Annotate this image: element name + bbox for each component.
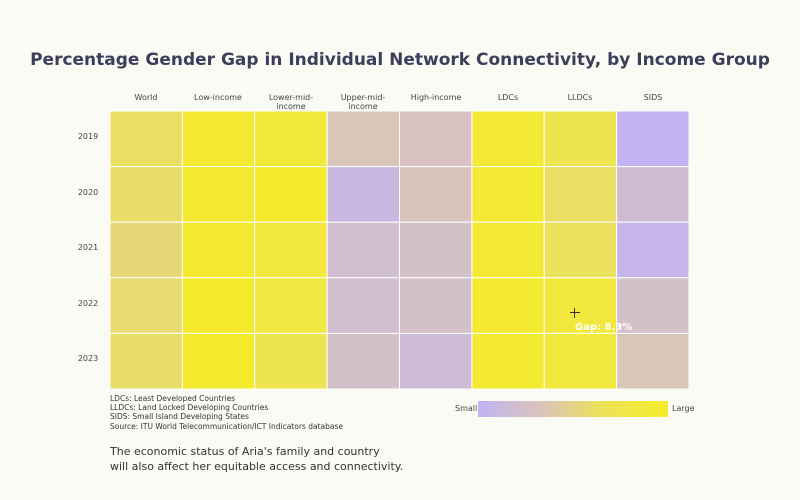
heatmap-cell-2020-high-income[interactable]: [399, 166, 473, 223]
heatmap-cell-2021-world[interactable]: [110, 221, 183, 279]
heatmap-cell-2022-lower-mid-income[interactable]: [254, 277, 328, 334]
crosshair-cursor-icon: [570, 308, 580, 318]
heatmap-cell-2020-lower-mid-income[interactable]: [254, 166, 328, 223]
column-label-high-income: High-income: [410, 93, 462, 102]
heatmap-cell-2021-low-income[interactable]: [181, 221, 256, 279]
heatmap-cell-2022-high-income[interactable]: [399, 277, 473, 334]
row-label-2021: 2021: [77, 243, 99, 252]
heatmap-cell-2019-low-income[interactable]: [181, 111, 256, 168]
row-label-2023: 2023: [77, 354, 99, 363]
heatmap-cell-2019-lldcs[interactable]: [543, 111, 618, 168]
heatmap-cell-2020-ldcs[interactable]: [471, 166, 545, 223]
heatmap-cell-2021-high-income[interactable]: [399, 221, 473, 279]
heatmap-cell-2020-world[interactable]: [110, 166, 183, 223]
legend-max-label: Large: [672, 404, 695, 413]
heatmap-cell-2023-high-income[interactable]: [399, 332, 473, 389]
heatmap-cell-2023-lldcs[interactable]: [543, 332, 618, 389]
heatmap-cell-2021-sids[interactable]: [616, 221, 689, 279]
heatmap-cell-2019-upper-mid-income[interactable]: [326, 111, 401, 168]
heatmap-cell-2020-lldcs[interactable]: [543, 166, 618, 223]
footnote-sids: SIDS: Small Island Developing States: [110, 412, 249, 422]
heatmap-cell-2021-upper-mid-income[interactable]: [326, 221, 401, 279]
footnote-ldcs: LDCs: Least Developed Countries: [110, 394, 236, 403]
heatmap-cell-2019-sids[interactable]: [616, 111, 689, 168]
column-label-world: World: [134, 93, 158, 102]
heatmap-cell-2022-sids[interactable]: [616, 277, 689, 334]
column-label-lower-mid-income: Lower-mid-income: [268, 93, 314, 111]
heatmap-cell-2022-lldcs[interactable]: [543, 277, 618, 334]
column-label-low-income: Low-income: [194, 93, 242, 102]
heatmap-grid[interactable]: [110, 111, 689, 389]
heatmap-cell-2022-low-income[interactable]: [181, 277, 256, 334]
story-caption: The economic status of Aria's family and…: [110, 444, 403, 474]
heatmap-cell-2022-ldcs[interactable]: [471, 277, 545, 334]
heatmap-cell-2022-world[interactable]: [110, 277, 183, 334]
heatmap-cell-2021-lower-mid-income[interactable]: [254, 221, 328, 279]
footnote-lldcs: LLDCs: Land Locked Developing Countries: [110, 403, 269, 413]
legend-color-bar: [478, 401, 668, 417]
caption-line-2: will also affect her equitable access an…: [110, 460, 404, 473]
heatmap-cell-2020-low-income[interactable]: [181, 166, 256, 223]
caption-line-1: The economic status of Aria's family and…: [110, 445, 380, 458]
heatmap-cell-2023-upper-mid-income[interactable]: [326, 332, 401, 389]
heatmap-cell-2023-lower-mid-income[interactable]: [254, 332, 328, 389]
heatmap-cell-2023-ldcs[interactable]: [471, 332, 545, 389]
row-label-2019: 2019: [77, 132, 99, 141]
row-label-2020: 2020: [77, 188, 99, 197]
column-label-upper-mid-income: Upper-mid-income: [340, 93, 386, 111]
heatmap-cell-2019-ldcs[interactable]: [471, 111, 545, 168]
footnotes: LDCs: Least Developed Countries LLDCs: L…: [110, 394, 343, 431]
chart-title: Percentage Gender Gap in Individual Netw…: [30, 50, 770, 70]
heatmap-cell-2023-world[interactable]: [110, 332, 183, 389]
heatmap-cell-2022-upper-mid-income[interactable]: [326, 277, 401, 334]
column-label-ldcs: LDCs: [497, 93, 519, 102]
heatmap-cell-2020-sids[interactable]: [616, 166, 689, 223]
column-label-sids: SIDS: [643, 93, 663, 102]
heatmap-cell-2019-high-income[interactable]: [399, 111, 473, 168]
heatmap-cell-2019-world[interactable]: [110, 111, 183, 168]
heatmap-cell-2023-low-income[interactable]: [181, 332, 256, 389]
heatmap-cell-2020-upper-mid-income[interactable]: [326, 166, 401, 223]
heatmap-cell-2021-lldcs[interactable]: [543, 221, 618, 279]
heatmap-cell-2019-lower-mid-income[interactable]: [254, 111, 328, 168]
hover-tooltip: Gap: 8.3%: [575, 322, 633, 333]
heatmap-cell-2021-ldcs[interactable]: [471, 221, 545, 279]
row-label-2022: 2022: [77, 299, 99, 308]
footnote-source: Source: ITU World Telecommunication/ICT …: [110, 421, 343, 431]
column-label-lldcs: LLDCs: [567, 93, 593, 102]
heatmap-cell-2023-sids[interactable]: [616, 332, 689, 389]
legend-min-label: Small: [455, 404, 478, 413]
